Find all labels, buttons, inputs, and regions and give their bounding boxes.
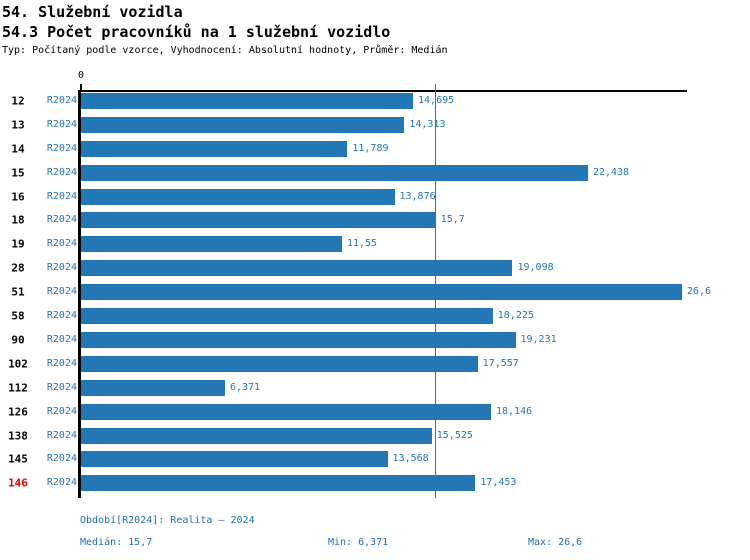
y-axis-line — [78, 90, 81, 498]
bar — [81, 284, 682, 301]
bar-value-label: 11,55 — [346, 238, 378, 250]
footer-min: Min: 6,371 — [328, 537, 389, 548]
bar-value-label: 26,6 — [687, 286, 712, 298]
chart-subtitle: 54.3 Počet pracovníků na 1 služební vozi… — [2, 23, 391, 41]
row-category-label: 145 — [8, 452, 28, 466]
bar — [81, 451, 388, 468]
bar — [81, 92, 414, 109]
row-category-label: 58 — [11, 309, 25, 323]
bar-value-label: 17,557 — [482, 357, 519, 369]
row-period-label: R2024 — [46, 333, 77, 345]
row-category-label: 102 — [8, 357, 28, 371]
chart-row: 12 R2024 14,695 — [0, 89, 750, 113]
bar — [81, 331, 516, 348]
chart-row: 102 R2024 17,557 — [0, 352, 750, 376]
bar — [81, 140, 348, 157]
chart-row: 145 R2024 13,568 — [0, 448, 750, 472]
row-period-label: R2024 — [46, 429, 77, 441]
bar — [81, 164, 588, 181]
bar — [81, 188, 395, 205]
x-axis-zero-tick — [80, 84, 82, 90]
chart-row: 19 R2024 11,55 — [0, 232, 750, 256]
row-period-label: R2024 — [46, 166, 77, 178]
bar-value-label: 15,525 — [436, 429, 473, 441]
bar — [81, 379, 225, 396]
row-period-label: R2024 — [46, 310, 77, 322]
chart-row: 146 R2024 17,453 — [0, 471, 750, 495]
chart-row: 90 R2024 19,231 — [0, 328, 750, 352]
row-category-label: 28 — [11, 261, 25, 275]
bar-value-label: 17,453 — [480, 477, 517, 489]
footer-max: Max: 26,6 — [528, 537, 583, 548]
row-period-label: R2024 — [46, 118, 77, 130]
row-category-label: 14 — [11, 142, 25, 156]
bar — [81, 355, 478, 372]
row-period-label: R2024 — [46, 357, 77, 369]
row-period-label: R2024 — [46, 238, 77, 250]
row-category-label: 12 — [11, 94, 25, 108]
bar-value-label: 19,231 — [520, 333, 557, 345]
bar-value-label: 15,7 — [440, 214, 465, 226]
row-category-label: 90 — [11, 333, 25, 347]
row-category-label: 112 — [8, 381, 28, 395]
bar — [81, 116, 405, 133]
bar — [81, 236, 342, 253]
row-period-label: R2024 — [46, 214, 77, 226]
footer-median: Medián: 15,7 — [80, 537, 153, 548]
row-period-label: R2024 — [46, 381, 77, 393]
row-period-label: R2024 — [46, 190, 77, 202]
row-category-label: 15 — [11, 166, 25, 180]
chart-row: 28 R2024 19,098 — [0, 256, 750, 280]
x-axis-line — [78, 90, 687, 92]
row-category-label: 16 — [11, 190, 25, 204]
page-title: 54. Služební vozidla — [2, 3, 183, 21]
x-axis-zero-label: 0 — [77, 70, 85, 81]
chart-row: 58 R2024 18,225 — [0, 304, 750, 328]
bar-value-label: 19,098 — [517, 262, 554, 274]
chart-meta-line: Typ: Počítaný podle vzorce, Vyhodnocení:… — [2, 45, 448, 56]
bar — [81, 427, 432, 444]
row-category-label: 51 — [11, 285, 25, 299]
bar-value-label: 13,568 — [392, 453, 429, 465]
chart-row: 126 R2024 18,146 — [0, 400, 750, 424]
row-period-label: R2024 — [46, 477, 77, 489]
bar-value-label: 13,876 — [399, 190, 436, 202]
row-category-label: 19 — [11, 237, 25, 251]
row-category-label: 138 — [8, 429, 28, 443]
bar — [81, 403, 491, 420]
row-category-label: 146 — [8, 476, 28, 490]
chart-row: 14 R2024 11,789 — [0, 137, 750, 161]
chart-row: 51 R2024 26,6 — [0, 280, 750, 304]
bar — [81, 212, 436, 229]
bar — [81, 260, 513, 277]
row-period-label: R2024 — [46, 262, 77, 274]
bar-value-label: 18,146 — [495, 405, 533, 417]
row-period-label: R2024 — [46, 94, 77, 106]
chart-row: 16 R2024 13,876 — [0, 185, 750, 209]
chart-row: 18 R2024 15,7 — [0, 209, 750, 233]
row-period-label: R2024 — [46, 142, 77, 154]
row-period-label: R2024 — [46, 453, 77, 465]
row-category-label: 126 — [8, 405, 28, 419]
chart-row: 13 R2024 14,313 — [0, 113, 750, 137]
bar-value-label: 11,789 — [352, 142, 389, 154]
bar — [81, 308, 493, 325]
bar-value-label: 14,695 — [418, 94, 455, 106]
row-category-label: 13 — [11, 118, 25, 132]
bar-value-label: 14,313 — [409, 118, 446, 130]
chart-row: 112 R2024 6,371 — [0, 376, 750, 400]
bar-value-label: 18,225 — [497, 310, 534, 322]
chart-row: 15 R2024 22,438 — [0, 161, 750, 185]
footer-period: Období[R2024]: Realita – 2024 — [80, 515, 255, 526]
bar — [81, 475, 476, 492]
row-period-label: R2024 — [46, 286, 77, 298]
row-period-label: R2024 — [46, 405, 77, 417]
chart-row: 138 R2024 15,525 — [0, 424, 750, 448]
bar-value-label: 6,371 — [229, 381, 261, 393]
bar-value-label: 22,438 — [592, 166, 630, 178]
row-category-label: 18 — [11, 213, 25, 227]
